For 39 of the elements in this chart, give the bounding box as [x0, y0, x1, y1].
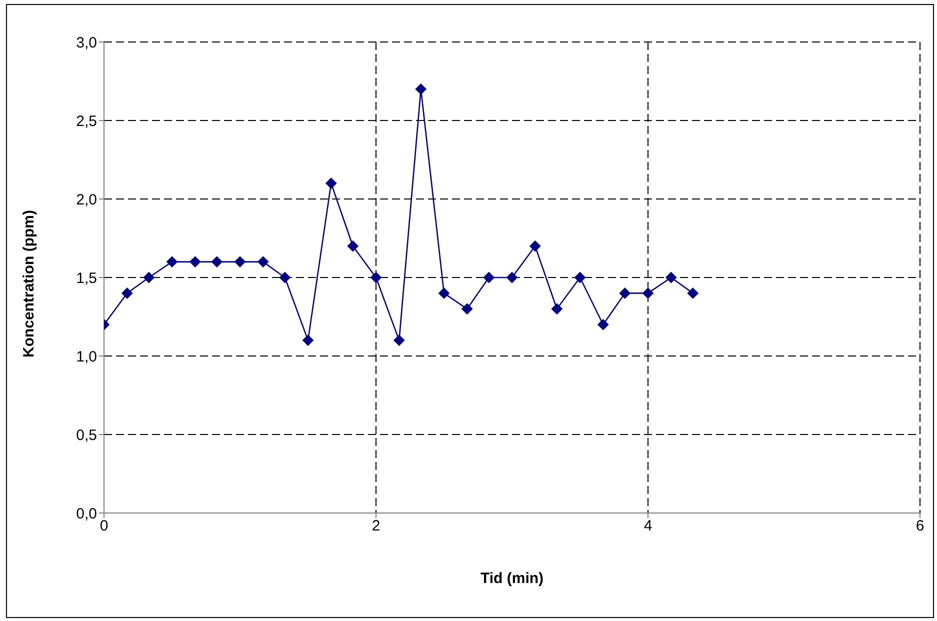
point [347, 240, 358, 252]
point [642, 288, 654, 299]
x-tick-label: 2 [372, 518, 380, 535]
point [619, 288, 630, 299]
y-tick-label: 1,5 [76, 270, 97, 287]
point [326, 178, 337, 189]
point [551, 303, 562, 314]
y-tick-label: 0,0 [76, 505, 97, 522]
point [687, 288, 698, 299]
point [394, 334, 405, 346]
point [143, 272, 154, 283]
x-axis-title: Tid (min) [480, 570, 544, 587]
y-tick-label: 1,0 [76, 348, 97, 366]
point [506, 272, 518, 283]
point [598, 319, 609, 330]
point [462, 303, 473, 314]
point [666, 272, 677, 283]
point [438, 288, 450, 299]
x-tick-label: 6 [916, 518, 924, 535]
point [234, 256, 246, 268]
point [370, 272, 382, 283]
point [190, 256, 201, 268]
y-tick-label: 2,5 [76, 112, 97, 130]
point [279, 272, 290, 283]
point [530, 240, 541, 252]
point [122, 288, 133, 299]
y-axis-title: Koncentration (ppm) [20, 210, 38, 358]
point [211, 256, 222, 268]
point [415, 84, 426, 95]
point [258, 256, 269, 268]
point [574, 272, 586, 283]
point [483, 272, 494, 283]
y-tick-label: 2,0 [76, 191, 97, 208]
point [166, 256, 178, 268]
point [302, 334, 314, 346]
y-tick-label: 3,0 [76, 34, 97, 52]
y-tick-label: 0,5 [76, 426, 97, 444]
x-tick-label: 0 [100, 518, 108, 535]
x-tick-label: 4 [644, 518, 652, 535]
